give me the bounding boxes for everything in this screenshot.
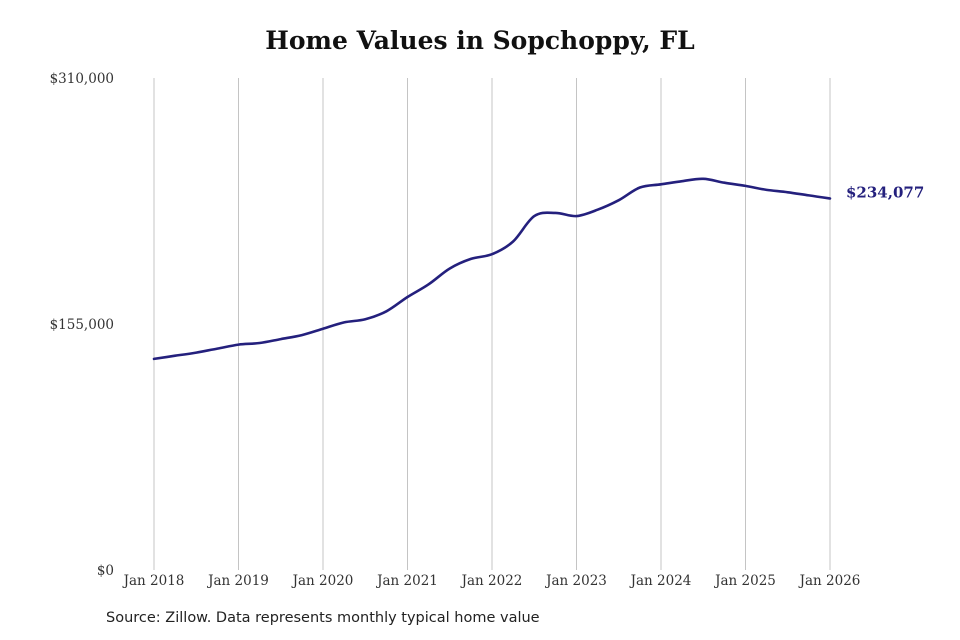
data-point	[786, 191, 789, 194]
data-point	[723, 181, 726, 184]
data-point	[512, 240, 515, 243]
x-tick-label: Jan 2023	[544, 573, 607, 589]
y-axis-tick-labels: $0 $155,000 $310,000	[50, 71, 114, 579]
data-point	[237, 343, 240, 346]
data-point	[575, 215, 578, 218]
data-point	[216, 347, 219, 350]
data-point	[448, 267, 451, 270]
x-tick-label: Jan 2019	[206, 573, 269, 589]
x-tick-label: Jan 2022	[460, 573, 523, 589]
data-point	[301, 334, 304, 337]
data-point	[617, 199, 620, 202]
data-point	[470, 258, 473, 261]
data-point	[533, 215, 536, 218]
data-point	[702, 177, 705, 180]
data-point	[554, 212, 557, 215]
x-tick-label: Jan 2024	[629, 573, 692, 589]
data-point	[279, 338, 282, 341]
data-point	[153, 358, 156, 361]
data-point	[829, 197, 832, 200]
data-point	[491, 253, 494, 256]
data-point	[427, 283, 430, 286]
x-tick-label: Jan 2026	[798, 573, 861, 589]
data-point	[808, 194, 811, 197]
data-point	[660, 183, 663, 186]
end-value-label: $234,077	[846, 183, 924, 201]
chart-title: Home Values in Sopchoppy, FL	[265, 26, 695, 55]
x-tick-label: Jan 2020	[291, 573, 354, 589]
y-tick-label: $0	[97, 563, 114, 579]
data-point	[195, 351, 198, 354]
data-point	[406, 296, 409, 299]
y-tick-label: $155,000	[50, 317, 114, 333]
data-point	[681, 180, 684, 183]
data-point	[174, 354, 177, 357]
data-point	[385, 310, 388, 313]
vertical-gridlines	[153, 78, 831, 570]
x-tick-label: Jan 2018	[122, 573, 185, 589]
data-point	[343, 321, 346, 324]
series-layer	[152, 177, 832, 361]
data-point	[258, 342, 261, 345]
data-point	[322, 327, 325, 330]
data-point	[639, 186, 642, 189]
y-tick-label: $310,000	[50, 71, 114, 87]
x-axis-tick-labels: Jan 2018 Jan 2019 Jan 2020 Jan 2021 Jan 2022…	[122, 573, 861, 589]
series-line	[152, 177, 832, 361]
x-tick-label: Jan 2025	[713, 573, 776, 589]
data-point	[596, 208, 599, 211]
source-note: Source: Zillow. Data represents monthly …	[106, 610, 540, 626]
data-point	[744, 185, 747, 188]
data-point	[364, 318, 367, 321]
data-point	[765, 189, 768, 192]
x-tick-label: Jan 2021	[375, 573, 438, 589]
